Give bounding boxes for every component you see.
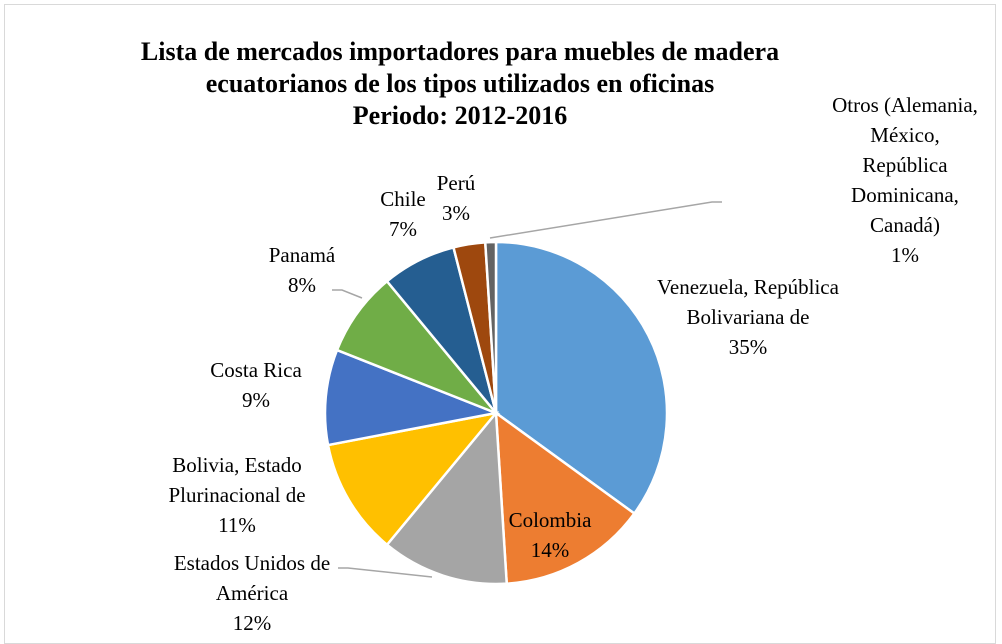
- leader-lines: [332, 201, 722, 578]
- data-label: Costa Rica 9%: [181, 355, 331, 415]
- category-label: Chile: [380, 187, 426, 211]
- data-label: Estados Unidos de América 12%: [157, 548, 347, 638]
- value-label: 9%: [242, 388, 270, 412]
- category-label: Estados Unidos de América: [173, 551, 331, 605]
- category-label: Venezuela, República Bolivariana de: [657, 275, 839, 329]
- data-label: Bolivia, Estado Plurinacional de 11%: [147, 450, 327, 540]
- leader-line: [332, 289, 363, 299]
- value-label: 8%: [288, 273, 316, 297]
- pie: [323, 240, 669, 586]
- category-label: Bolivia, Estado Plurinacional de: [168, 453, 306, 507]
- category-label: Colombia: [508, 508, 592, 532]
- value-label: 14%: [530, 538, 570, 562]
- category-label: Panamá: [268, 243, 336, 267]
- pie-slice: [323, 348, 501, 447]
- data-label: Chile 7%: [368, 184, 438, 244]
- value-label: 35%: [728, 335, 768, 359]
- category-label: Costa Rica: [210, 358, 302, 382]
- category-label: Perú: [436, 171, 476, 195]
- pie-slice: [494, 410, 637, 585]
- value-label: 12%: [232, 611, 272, 635]
- data-label: Perú 3%: [426, 168, 486, 228]
- value-label: 1%: [891, 243, 919, 267]
- pie-slice: [326, 411, 500, 547]
- data-label: Venezuela, República Bolivariana de 35%: [653, 272, 843, 362]
- data-label: Otros (Alemania, México, República Domin…: [830, 90, 980, 270]
- data-label: Panamá 8%: [252, 240, 352, 300]
- value-label: 7%: [389, 217, 417, 241]
- pie-slice: [494, 240, 669, 516]
- pie-slice: [483, 240, 498, 414]
- leader-line: [489, 201, 722, 239]
- data-label: Colombia 14%: [490, 505, 610, 565]
- category-label: Otros (Alemania, México, República Domin…: [832, 93, 978, 237]
- leader-line: [338, 567, 433, 578]
- chart-title: Lista de mercados importadores para mueb…: [140, 37, 780, 98]
- value-label: 3%: [442, 201, 470, 225]
- pie-slice: [385, 409, 509, 586]
- chart-subtitle: Periodo: 2012-2016: [352, 101, 568, 130]
- value-label: 11%: [218, 513, 256, 537]
